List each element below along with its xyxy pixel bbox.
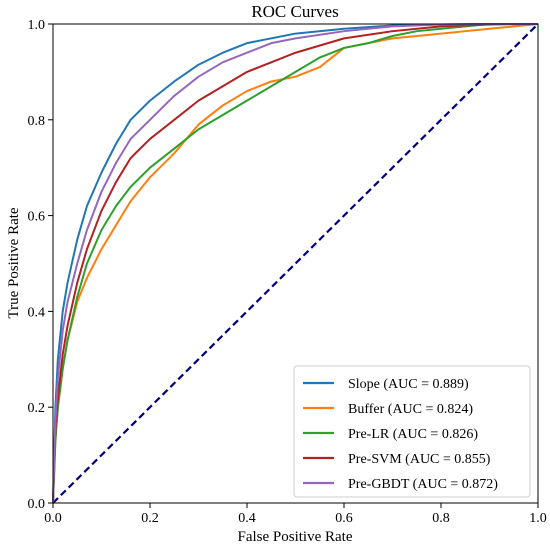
y-tick-label-5: 1.0 (28, 18, 46, 33)
y-tick-label-2: 0.4 (28, 305, 46, 320)
x-tick-label-3: 0.6 (335, 511, 353, 526)
x-tick-label-0: 0.0 (44, 511, 62, 526)
legend-label-0: Slope (AUC = 0.889) (348, 377, 469, 392)
y-tick-label-4: 0.8 (28, 114, 46, 129)
legend-label-4: Pre-GBDT (AUC = 0.872) (348, 477, 498, 492)
legend-label-1: Buffer (AUC = 0.824) (348, 402, 473, 417)
y-tick-label-3: 0.6 (28, 210, 46, 225)
x-tick-label-1: 0.2 (141, 511, 159, 526)
series-line-2 (52, 23, 538, 504)
chart-title: ROC Curves (251, 2, 338, 21)
series-line-0 (52, 23, 538, 504)
x-tick-label-2: 0.4 (238, 511, 256, 526)
x-tick-label-4: 0.8 (432, 511, 450, 526)
legend-box (293, 365, 531, 498)
y-tick-label-0: 0.0 (28, 497, 46, 512)
y-axis: 0.0 0.2 0.4 0.6 0.8 1.0 (28, 18, 53, 512)
y-tick-label-1: 0.2 (28, 401, 46, 416)
plot-area (52, 23, 539, 504)
x-axis-label: False Positive Rate (238, 529, 353, 545)
x-tick-label-5: 1.0 (529, 511, 547, 526)
legend-label-3: Pre-SVM (AUC = 0.855) (348, 452, 491, 467)
series-line-4 (52, 23, 538, 504)
series-line-3 (52, 23, 539, 504)
legend: Slope (AUC = 0.889) Buffer (AUC = 0.824) P… (293, 365, 531, 498)
y-axis-label: True Positive Rate (6, 207, 22, 318)
legend-label-2: Pre-LR (AUC = 0.826) (348, 427, 478, 442)
reference-diagonal-line (52, 23, 539, 504)
x-axis: 0.0 0.2 0.4 0.6 0.8 1.0 (44, 503, 547, 526)
plot-frame (52, 23, 539, 504)
